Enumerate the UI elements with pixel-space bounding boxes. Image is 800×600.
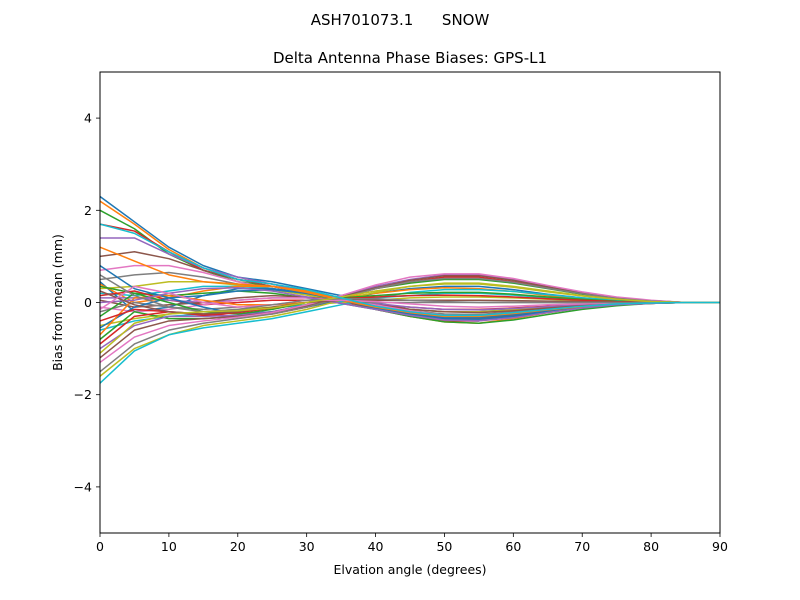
y-axis-label: Bias from mean (mm): [50, 234, 65, 371]
x-axis: 0 10 20 30 40 50 60 70 80 90: [96, 533, 728, 554]
series-line: [99, 285, 720, 324]
x-tick-label: 90: [712, 539, 728, 554]
x-tick-label: 70: [574, 539, 590, 554]
series-line: [99, 277, 720, 373]
x-tick-label: 80: [643, 539, 659, 554]
y-tick-label: −4: [74, 479, 92, 494]
figure-suptitle: ASH701073.1 SNOW: [311, 11, 490, 29]
x-tick-label: 40: [368, 539, 384, 554]
series-layer: [99, 195, 720, 384]
series-line: [99, 288, 720, 384]
x-tick-label: 0: [96, 539, 104, 554]
y-tick-label: 4: [84, 111, 92, 126]
x-tick-label: 10: [161, 539, 177, 554]
y-axis: −4 −2 0 2 4: [74, 111, 100, 494]
y-tick-label: −2: [74, 387, 92, 402]
x-tick-label: 30: [299, 539, 315, 554]
series-line: [99, 273, 720, 364]
x-tick-label: 50: [436, 539, 452, 554]
series-line: [99, 283, 720, 354]
chart-title: Delta Antenna Phase Biases: GPS-L1: [273, 49, 547, 67]
y-tick-label: 0: [84, 295, 92, 310]
x-tick-label: 20: [230, 539, 246, 554]
series-line: [99, 223, 720, 317]
series-line: [99, 287, 720, 322]
y-tick-label: 2: [84, 203, 92, 218]
x-tick-label: 60: [505, 539, 521, 554]
x-axis-label: Elvation angle (degrees): [333, 562, 486, 577]
